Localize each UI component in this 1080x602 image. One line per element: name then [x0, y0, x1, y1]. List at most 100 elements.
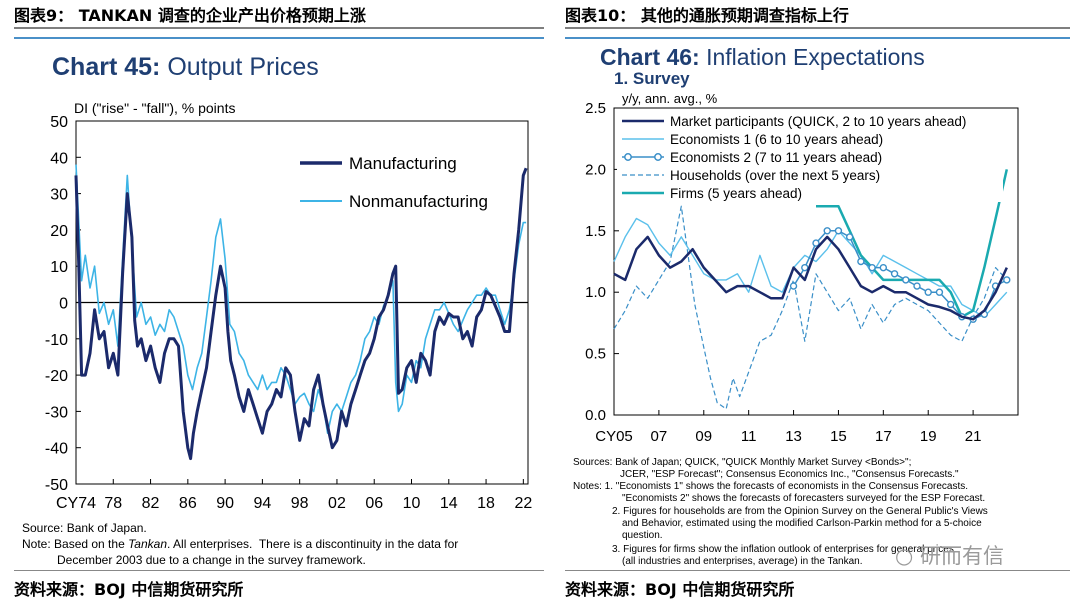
- left-top-rule: [14, 27, 544, 29]
- chart46-legend-firms: Firms (5 years ahead): [670, 186, 802, 201]
- chart45-series-nonmanufacturing: [75, 164, 527, 435]
- chart46-economists2-point: [935, 288, 944, 296]
- chart46-sources-line2: JCER, "ESP Forecast"; Consensus Economic…: [620, 469, 959, 480]
- chart45-xtick-label: 82: [142, 495, 160, 512]
- chart45-note-rest: . All enterprises. There is a discontinu…: [167, 537, 459, 551]
- chart46-note1b: "Economists 2" shows the forecasts of fo…: [622, 493, 986, 504]
- chart45-ytick-label: 0: [59, 296, 68, 313]
- chart45-note-line1: Note: Based on the Tankan. All enterpris…: [22, 537, 458, 551]
- chart46-title-bold: Chart 46:: [600, 44, 700, 70]
- chart46-economists2-point: [902, 276, 910, 284]
- chart46-xtick-label: 21: [965, 428, 982, 445]
- chart45-xtick-label: 86: [179, 495, 197, 512]
- chart45-ytick-label: -20: [45, 368, 68, 385]
- chart45-legend-manufacturing: Manufacturing: [349, 154, 457, 173]
- chart46-xtick-label: 13: [785, 428, 802, 445]
- chart46-economists2-point: [879, 263, 888, 272]
- chart46-note1a: Notes: 1. "Economists 1" shows the forec…: [573, 481, 969, 492]
- chart46-ytick-label: 1.5: [585, 223, 606, 240]
- chart46-xtick-label: 15: [830, 428, 847, 445]
- chart46-note3a: 3. Figures for firms show the inflation …: [612, 544, 954, 555]
- watermark-text: 研而有信: [920, 544, 1005, 568]
- chart45-ytick-label: 50: [50, 114, 68, 131]
- chart45-ytick-label: 40: [50, 150, 68, 167]
- chart45-xtick-label: 90: [216, 495, 234, 512]
- chart45-ytick-label: 30: [50, 187, 68, 204]
- left-figure-caption: 图表9： TANKAN 调查的企业产出价格预期上涨: [14, 6, 366, 25]
- chart45-xtick-label: 94: [253, 495, 271, 512]
- right-figure-caption: 图表10： 其他的通胀预期调查指标上行: [565, 6, 849, 25]
- chart45-ytick-label: 20: [50, 223, 68, 240]
- chart46-economists2-point: [812, 239, 820, 247]
- right-top-rule: [565, 27, 1070, 29]
- chart45-note-line2: December 2003 due to a change in the sur…: [57, 553, 366, 567]
- chart46-xtick-label: 17: [875, 428, 892, 445]
- chart46-sources-line1: Sources: Bank of Japan; QUICK, "QUICK Mo…: [573, 457, 912, 468]
- wechat-icon: ○: [895, 544, 914, 568]
- chart45-xtick-label: 06: [365, 495, 383, 512]
- chart46-xtick-label: 19: [920, 428, 937, 445]
- chart46-legend-economists2-marker-b: [654, 153, 662, 161]
- chart45-title-rest: Output Prices: [160, 53, 319, 81]
- chart46-note3b: (all industries and enterprises, average…: [622, 556, 863, 567]
- chart46-title: Chart 46: Inflation Expectations: [600, 44, 925, 71]
- chart46-legend-economists1: Economists 1 (6 to 10 years ahead): [670, 132, 883, 147]
- chart45-ylabel: DI ("rise" - "fall"), % points: [74, 100, 235, 116]
- chart46-series-market: [613, 235, 1008, 321]
- chart46-series-economists1: [613, 217, 1008, 318]
- watermark: ○ 研而有信: [895, 540, 1004, 570]
- chart46-legend-economists2-marker-a: [624, 153, 632, 161]
- chart45-xtick-label: 22: [514, 495, 532, 512]
- chart45-note-prefix: Note: Based on the: [22, 537, 129, 551]
- chart46-economists2-point: [789, 282, 798, 290]
- chart46-legend-market: Market participants (QUICK, 2 to 10 year…: [670, 114, 966, 129]
- chart46-series-firms: [816, 169, 1009, 319]
- chart46-ytick-label: 1.0: [585, 284, 606, 301]
- left-bottom-rule: [14, 570, 544, 571]
- chart46-ytick-label: 2.5: [585, 100, 606, 117]
- chart45-xtick-label: 14: [440, 495, 458, 512]
- chart46-note2a: 2. Figures for households are from the O…: [612, 506, 988, 517]
- chart46-xtick-label: 11: [741, 428, 757, 445]
- chart45-title-bold: Chart 45:: [52, 53, 161, 81]
- chart46-ytick-label: 2.0: [585, 161, 606, 178]
- chart46-note2b: and Behavior, estimated using the modifi…: [622, 518, 982, 529]
- chart46-xtick-label: CY05: [595, 428, 633, 445]
- left-source-line: 资料来源：BOJ 中信期货研究所: [14, 580, 244, 599]
- chart45-legend-nonmanufacturing: Nonmanufacturing: [349, 192, 488, 211]
- chart46-economists2-point: [834, 227, 843, 235]
- chart46-note2c: question.: [622, 530, 663, 541]
- chart45-xtick-label: 98: [291, 495, 309, 512]
- chart46-economists2-point: [823, 227, 831, 235]
- chart45-xtick-label: 02: [328, 495, 346, 512]
- chart45-ytick-label: -30: [45, 404, 68, 421]
- chart45-xtick-label: CY74: [56, 495, 96, 512]
- chart46-economists2-point: [801, 263, 809, 272]
- chart46-xtick-label: 07: [651, 428, 668, 445]
- chart46-economists2-point: [845, 233, 854, 241]
- chart46-economists2-point: [890, 270, 899, 278]
- chart46-economists2-point: [1003, 276, 1011, 284]
- chart46-series-households: [613, 205, 1008, 410]
- chart46-economists2-point: [868, 263, 876, 272]
- chart45-ytick-label: 10: [50, 259, 68, 276]
- right-blue-rule: [565, 37, 1070, 39]
- right-bottom-rule: [565, 570, 1070, 571]
- chart46-ytick-label: 0.5: [585, 346, 606, 363]
- chart45-ytick-label: -10: [45, 332, 68, 349]
- chart46-subtitle: 1. Survey: [614, 69, 690, 88]
- chart46-ylabel: y/y, ann. avg., %: [622, 91, 718, 106]
- chart45-ytick-label: -40: [45, 441, 68, 458]
- chart45-title: Chart 45: Output Prices: [52, 53, 319, 82]
- chart45-note-italic: Tankan: [128, 537, 168, 551]
- chart46-ytick-label: 0.0: [585, 407, 606, 424]
- chart45-xtick-label: 18: [477, 495, 495, 512]
- chart46-economists2-point: [913, 282, 921, 290]
- chart46-economists2-point: [924, 288, 932, 296]
- right-source-line: 资料来源：BOJ 中信期货研究所: [565, 580, 795, 599]
- chart45-xtick-label: 78: [104, 495, 122, 512]
- chart45-series-manufacturing: [74, 167, 528, 461]
- chart46-xtick-label: 09: [695, 428, 712, 445]
